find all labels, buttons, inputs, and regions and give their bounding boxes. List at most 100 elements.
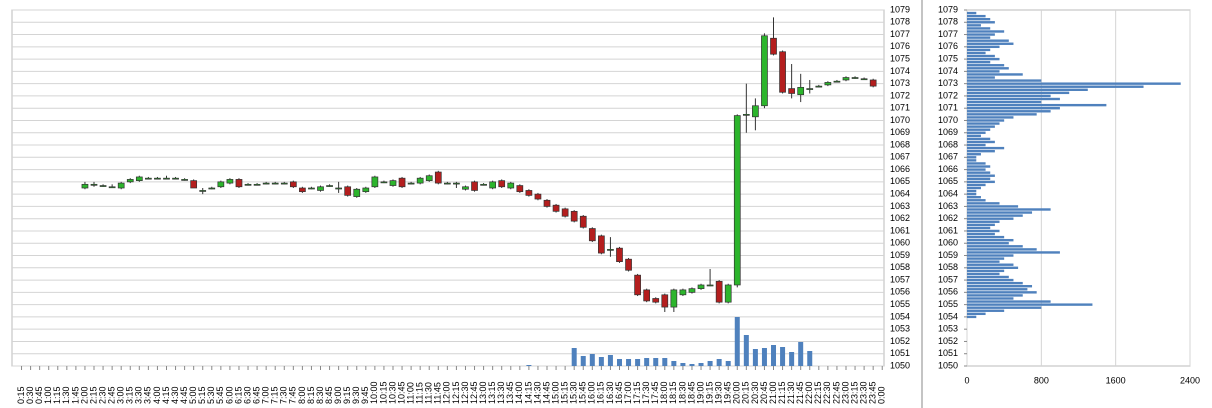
volume-bar — [580, 356, 586, 366]
candle-body — [317, 186, 324, 191]
x-tick-label: 11:15 — [415, 382, 425, 404]
candle-body — [398, 177, 406, 188]
y-tick-label: 1075 — [890, 53, 910, 63]
profile-bar — [967, 64, 1005, 67]
candle-body — [652, 298, 660, 303]
candle-body — [126, 179, 134, 183]
profile-bar — [967, 146, 1005, 150]
profile-bar — [967, 48, 991, 52]
profile-bar — [967, 174, 995, 177]
candle-body — [634, 274, 641, 296]
profile-bar — [967, 297, 1014, 300]
candle-body — [697, 284, 705, 290]
profile-bar — [967, 153, 981, 156]
profile-bar — [967, 315, 977, 319]
volume-bar — [644, 358, 650, 366]
candle-body — [570, 210, 578, 222]
volume-bar — [626, 359, 632, 366]
x-tick-label: 8:15 — [306, 386, 316, 404]
candle-body — [108, 186, 116, 189]
profile-bar — [967, 211, 1033, 214]
volume-bar — [653, 358, 659, 366]
x-tick-label: 12:00 — [442, 381, 452, 404]
candle-body — [308, 187, 315, 190]
x-tick-label: 0:30 — [25, 386, 35, 404]
x-tick-label: 19:45 — [723, 381, 733, 404]
volume-bar — [752, 349, 758, 366]
candle-body — [552, 204, 560, 212]
candle-body — [253, 183, 261, 186]
x-tick-label: 9:00 — [333, 386, 343, 404]
candle-body — [90, 183, 98, 186]
y-tick-label: 1079 — [938, 4, 958, 14]
x-tick-label: 12:45 — [469, 381, 479, 404]
profile-bar — [967, 119, 1005, 122]
candle-body — [588, 228, 596, 242]
profile-bar — [967, 36, 991, 39]
profile-bar — [967, 245, 1023, 248]
x-tick-label: 22:30 — [822, 381, 832, 404]
x-tick-label: 15:00 — [550, 381, 560, 404]
y-tick-label: 1068 — [938, 139, 958, 149]
volume-bar — [689, 364, 695, 366]
x-tick-label: 17:45 — [650, 381, 660, 404]
candle-body — [117, 182, 125, 189]
profile-bar — [967, 242, 1009, 245]
x-tick-label: 11:45 — [433, 382, 443, 404]
volume-bar — [680, 363, 686, 366]
candle-body — [507, 182, 515, 189]
profile-bar — [967, 217, 1014, 220]
profile-bar — [967, 257, 1005, 260]
candle-body — [163, 177, 170, 180]
y-tick-label: 1058 — [890, 262, 910, 272]
y-tick-label: 1065 — [890, 176, 910, 186]
y-tick-label: 1060 — [890, 238, 910, 248]
candle-body — [416, 177, 424, 184]
volume-bar — [716, 359, 722, 366]
x-tick-label: 6:30 — [242, 386, 252, 404]
x-tick-label: 8:00 — [297, 386, 307, 404]
x-tick-label: 4:15 — [161, 386, 171, 404]
candle-body — [670, 289, 678, 308]
candle-body — [271, 182, 279, 185]
y-tick-label: 1073 — [890, 78, 910, 88]
y-tick-label: 1066 — [938, 164, 958, 174]
candle-body — [679, 289, 687, 296]
x-tick-label: 11:30 — [424, 382, 434, 404]
profile-bar — [967, 21, 995, 24]
candle-body — [235, 179, 243, 188]
profile-bar — [967, 312, 986, 316]
volume-bar — [616, 359, 622, 366]
x-tick-label: 15:30 — [569, 381, 579, 404]
y-tick-label: 1051 — [938, 348, 958, 358]
profile-bar — [967, 254, 1014, 257]
candle-body — [299, 187, 306, 193]
x-tick-label: 14:45 — [541, 381, 551, 404]
x-tick-label: 5:00 — [188, 386, 198, 404]
x-tick-label: 10:15 — [378, 381, 388, 404]
y-tick-label: 1057 — [890, 274, 910, 284]
y-tick-label: 1074 — [938, 66, 958, 76]
candle-body — [561, 208, 569, 217]
candle-body — [688, 288, 696, 293]
x-tick-label: 8:30 — [315, 386, 325, 404]
x-tick-label: 21:00 — [768, 381, 778, 404]
x-tick-label: 22:00 — [804, 381, 814, 404]
profile-bar — [967, 199, 986, 202]
x-tick-label: 16:15 — [596, 381, 606, 404]
x-tick-label: 21:15 — [777, 381, 787, 404]
profile-bar — [967, 303, 1093, 306]
volume-bar — [707, 361, 713, 366]
x-tick-label: 4:30 — [170, 386, 180, 404]
x-tick-label: 20:45 — [759, 381, 769, 404]
profile-bar — [967, 162, 986, 165]
profile-bar — [967, 42, 1014, 45]
x-tick-label: 7:30 — [279, 386, 289, 404]
profile-bar — [967, 60, 991, 64]
y-tick-label: 1058 — [938, 262, 958, 272]
profile-bar — [967, 235, 1005, 239]
x-tick-label: 17:15 — [632, 381, 642, 404]
profile-bar — [967, 177, 991, 180]
profile-bar — [967, 159, 977, 162]
y-tick-label: 1061 — [938, 225, 958, 235]
